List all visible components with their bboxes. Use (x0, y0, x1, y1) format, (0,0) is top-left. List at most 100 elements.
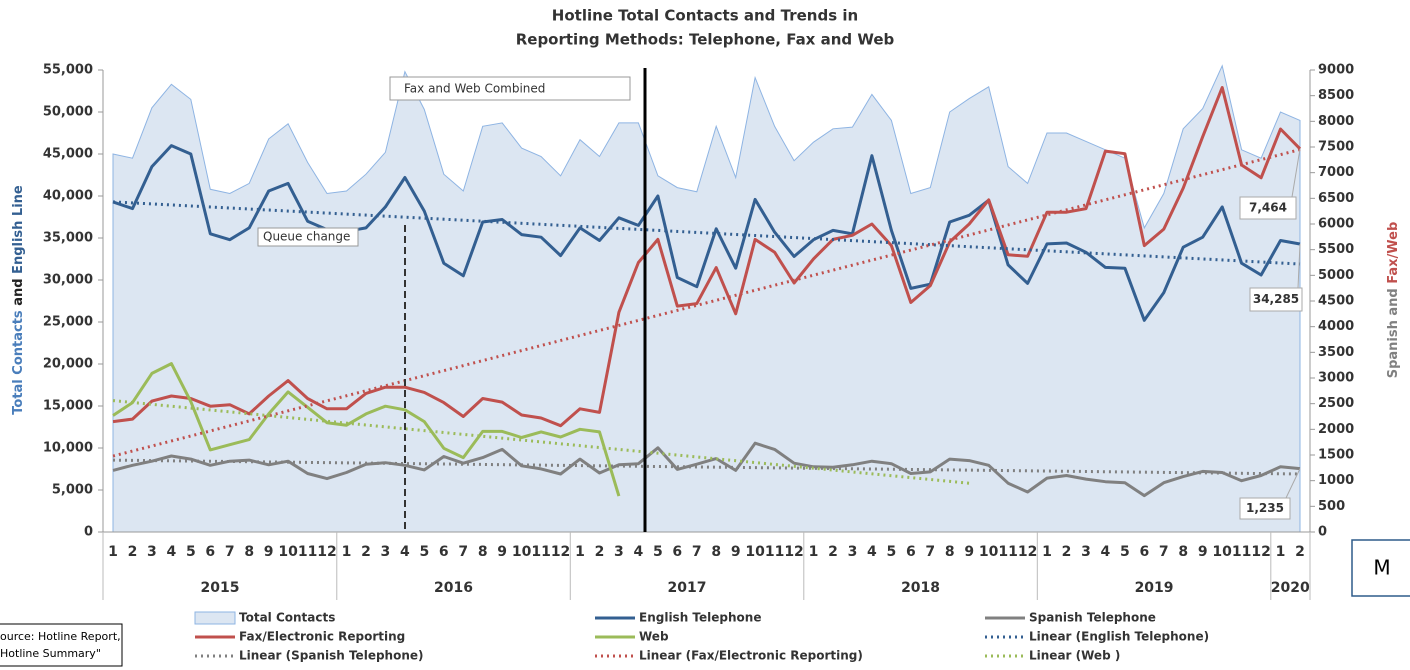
y-tick-label: 10,000 (43, 441, 93, 456)
y2-tick-label: 5500 (1318, 242, 1354, 257)
corner-box (1351, 539, 1410, 597)
x-tick-label: 1 (809, 544, 819, 560)
x-tick-label: 12 (1018, 544, 1037, 560)
x-tick-label: 9 (497, 544, 507, 560)
x-tick-label: 3 (1081, 544, 1091, 560)
x-tick-label: 10 (512, 544, 532, 560)
y2-axis-title-part: Fax/Web (1386, 222, 1401, 284)
x-tick-label: 7 (225, 544, 235, 560)
x-tick-label: 6 (672, 544, 682, 560)
corner-mark: M (1373, 556, 1390, 580)
x-tick-label: 4 (867, 544, 877, 560)
legend-label: Total Contacts (239, 611, 335, 625)
year-label: 2016 (434, 580, 473, 596)
chart-title: Reporting Methods: Telephone, Fax and We… (516, 31, 895, 49)
y-tick-label: 20,000 (43, 357, 93, 372)
x-tick-label: 4 (634, 544, 644, 560)
year-label: 2017 (668, 580, 707, 596)
y2-tick-label: 8500 (1318, 88, 1354, 103)
x-tick-label: 5 (419, 544, 429, 560)
x-tick-label: 10 (278, 544, 298, 560)
y-tick-label: 15,000 (43, 399, 93, 414)
value-label: 34,285 (1253, 292, 1299, 306)
x-tick-label: 1 (342, 544, 352, 560)
value-label: 1,235 (1246, 501, 1284, 515)
y2-tick-label: 6000 (1318, 217, 1354, 232)
y-axis-title-part: Total Contacts (11, 310, 26, 415)
y2-axis-title-part: Spanish and (1386, 288, 1401, 378)
chart-title: Hotline Total Contacts and Trends in (552, 7, 858, 25)
x-tick-label: 11 (1232, 544, 1251, 560)
x-tick-label: 10 (979, 544, 999, 560)
y2-tick-label: 2500 (1318, 396, 1354, 411)
annotation-box (257, 227, 359, 247)
y-axis-title: Total Contacts and English Line (11, 185, 26, 415)
legend-label: Linear (Spanish Telephone) (239, 649, 424, 663)
y-tick-label: 55,000 (43, 63, 93, 78)
x-tick-label: 3 (381, 544, 391, 560)
annotation: Fax and Web Combined (404, 82, 545, 96)
y-tick-label: 0 (84, 525, 93, 540)
callout-pointer (1285, 468, 1301, 499)
y-axis-title-part: and (11, 278, 26, 305)
x-tick-label: 4 (167, 544, 177, 560)
x-tick-label: 2 (1062, 544, 1072, 560)
callout-box (1239, 196, 1297, 220)
x-tick-label: 10 (745, 544, 765, 560)
x-tick-label: 7 (1159, 544, 1169, 560)
x-tick-label: 12 (1251, 544, 1270, 560)
callout-box (1249, 287, 1303, 312)
x-tick-label: 2 (1295, 544, 1305, 560)
x-tick-label: 7 (458, 544, 468, 560)
x-tick-label: 8 (244, 544, 254, 560)
x-tick-label: 5 (886, 544, 896, 560)
x-tick-label: 1 (575, 544, 585, 560)
x-tick-label: 8 (1178, 544, 1188, 560)
line (112, 86, 1302, 428)
x-tick-label: 11 (998, 544, 1017, 560)
y2-tick-label: 9000 (1318, 63, 1354, 78)
y2-tick-label: 3000 (1318, 371, 1354, 386)
source: ource: Hotline Report, (0, 630, 121, 643)
line (112, 441, 1301, 498)
x-tick-label: 8 (711, 544, 721, 560)
y2-tick-label: 4000 (1318, 319, 1354, 334)
y2-tick-label: 7500 (1318, 140, 1354, 155)
x-tick-label: 6 (1139, 544, 1149, 560)
x-tick-label: 2 (128, 544, 138, 560)
legend-label: Fax/Electronic Reporting (239, 630, 405, 644)
x-tick-label: 9 (264, 544, 274, 560)
annotation-box (389, 76, 631, 101)
y-axis-title-part: English Line (11, 185, 26, 274)
line (112, 362, 621, 497)
callout-pointer (1291, 148, 1301, 198)
x-tick-label: 4 (1101, 544, 1111, 560)
y-tick-label: 50,000 (43, 105, 93, 120)
x-tick-label: 6 (906, 544, 916, 560)
y2-tick-label: 1000 (1318, 473, 1354, 488)
x-tick-label: 5 (186, 544, 196, 560)
x-tick-label: 8 (478, 544, 488, 560)
source: Hotline Summary" (0, 647, 101, 660)
x-tick-label: 1 (108, 544, 118, 560)
year-label: 2019 (1135, 580, 1174, 596)
x-tick-label: 9 (1198, 544, 1208, 560)
value-label: 7,464 (1249, 201, 1287, 215)
y2-tick-label: 4500 (1318, 294, 1354, 309)
year-label: 2015 (201, 580, 240, 596)
legend-label: Web (639, 630, 669, 644)
trendline (112, 200, 1301, 266)
x-tick-label: 1 (1276, 544, 1286, 560)
x-tick-label: 12 (551, 544, 570, 560)
callout-box (1239, 497, 1291, 520)
annotation: Queue change (263, 230, 350, 244)
y2-tick-label: 500 (1318, 499, 1345, 514)
y2-tick-label: 1500 (1318, 448, 1354, 463)
y-tick-label: 35,000 (43, 231, 93, 246)
y-tick-label: 30,000 (43, 273, 93, 288)
x-tick-label: 7 (925, 544, 935, 560)
x-tick-label: 2 (361, 544, 371, 560)
legend-label: Linear (English Telephone) (1029, 630, 1209, 644)
x-tick-label: 6 (439, 544, 449, 560)
year-label: 2018 (901, 580, 940, 596)
